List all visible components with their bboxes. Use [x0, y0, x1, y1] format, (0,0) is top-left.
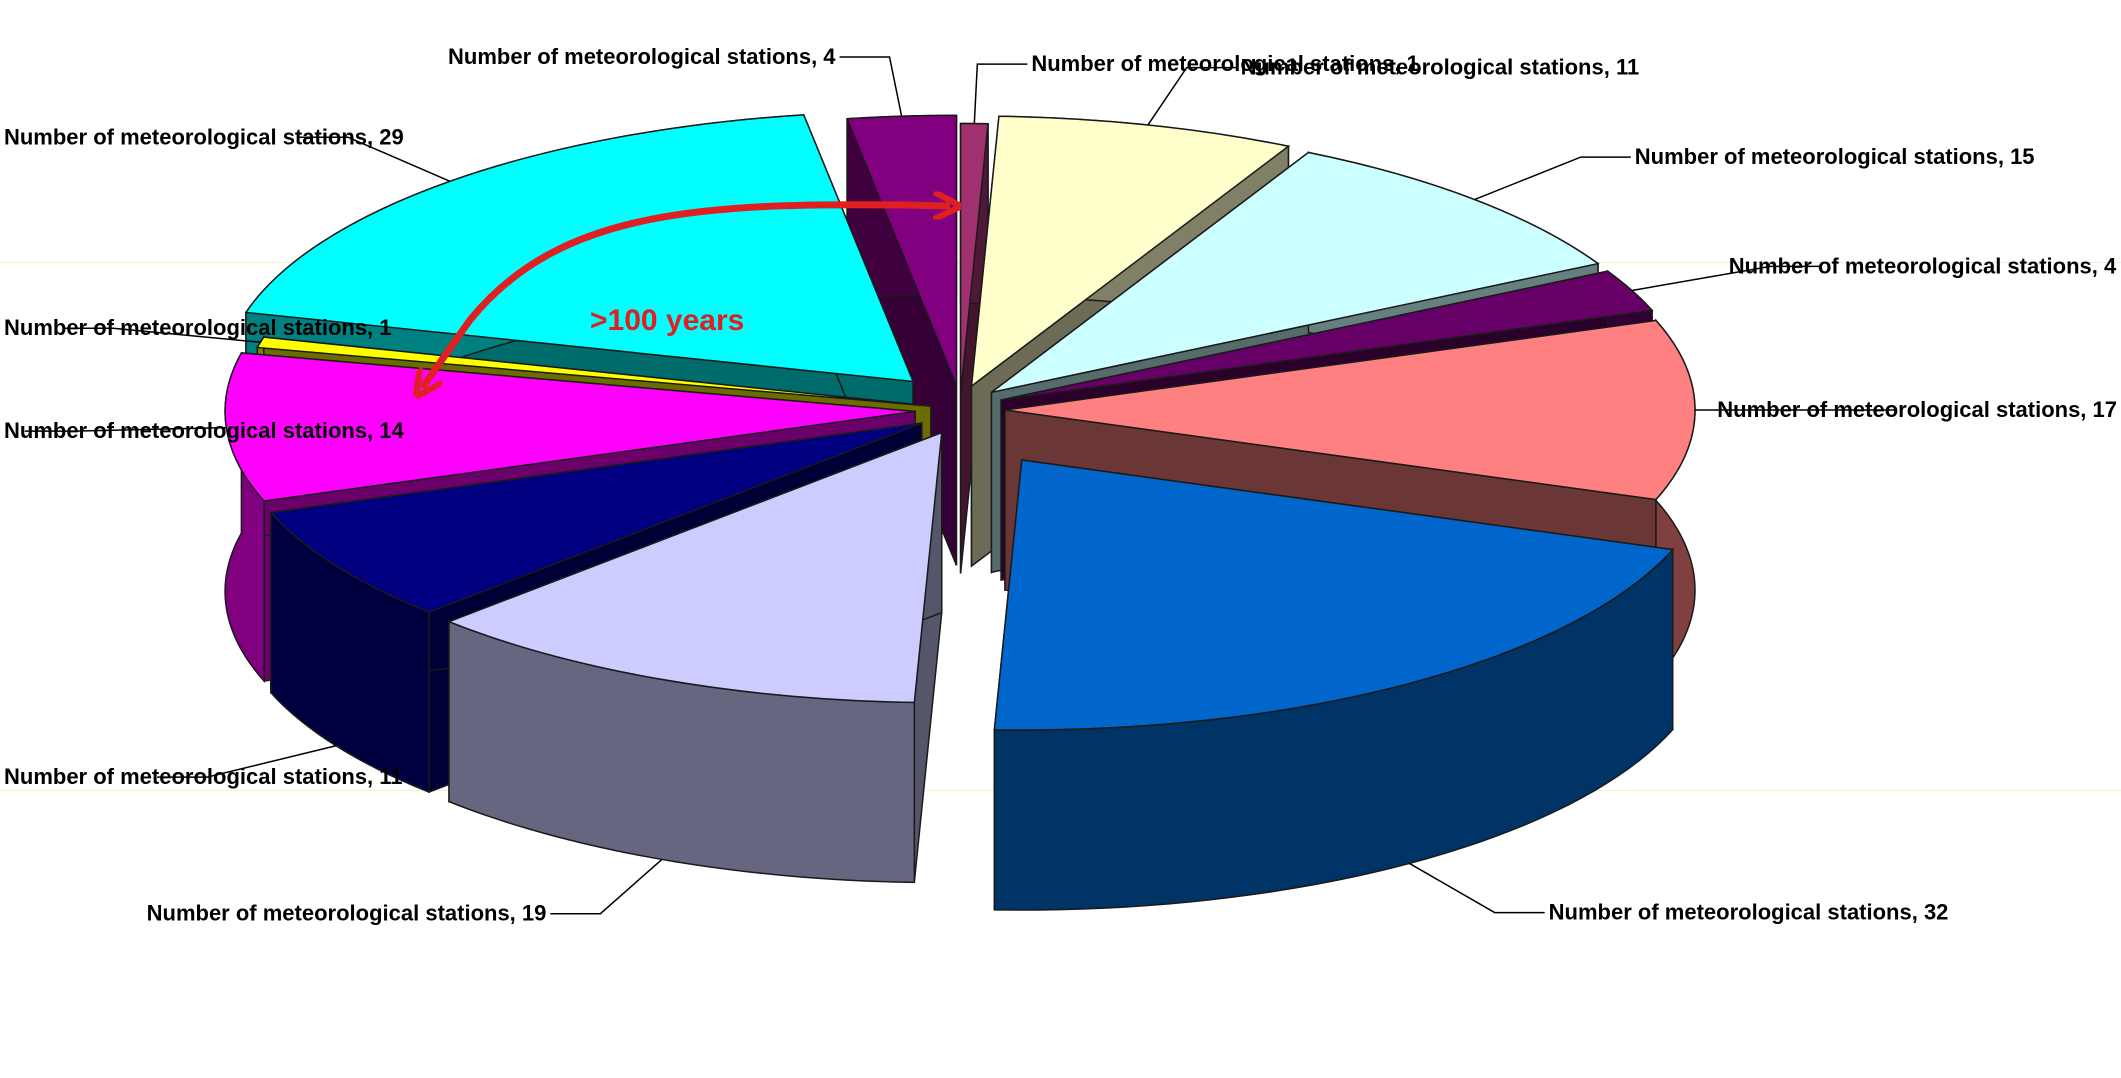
pie-slice-1: [959, 122, 989, 574]
slice-label-10: Number of meteorological stations, 1: [4, 315, 392, 340]
slice-top-face: [993, 459, 1675, 731]
leader-line-8: [157, 745, 337, 778]
leader-line-10: [62, 327, 261, 344]
slice-label-9: Number of meteorological stations, 14: [4, 418, 405, 443]
pie-slice-6: [993, 459, 1675, 911]
slice-top-face: [991, 151, 1600, 394]
slice-label-11: Number of meteorological stations, 29: [4, 124, 404, 149]
leader-line-3: [1474, 156, 1631, 201]
leader-line-4: [1631, 265, 1821, 292]
leader-line-6: [1409, 862, 1545, 914]
leader-line-11: [298, 136, 451, 182]
annotation-arrow: [422, 205, 950, 388]
leader-line-12: [839, 56, 903, 117]
slice-label-8: Number of meteorological stations, 11: [4, 764, 403, 789]
leader-lines: [24, 56, 1897, 915]
pie-slices: [224, 114, 1696, 911]
slice-label-1: Number of meteorological stations, 1: [1031, 51, 1419, 76]
slice-top-face: [959, 122, 989, 394]
slice-top-face: [269, 422, 923, 613]
slice-label-2: Number of meteorological stations, 11: [1241, 55, 1640, 80]
slice-labels: Number of meteorological stations, 1Numb…: [4, 44, 2117, 926]
slice-label-3: Number of meteorological stations, 15: [1635, 144, 2035, 169]
leader-line-9: [24, 426, 227, 432]
slice-top-face: [446, 431, 943, 704]
leader-line-1: [973, 63, 1028, 124]
pie-slice-7: [446, 431, 943, 884]
leader-line-2: [1147, 66, 1237, 126]
slice-label-6: Number of meteorological stations, 32: [1549, 900, 1949, 925]
slice-label-5: Number of meteorological stations, 17: [1717, 397, 2117, 422]
leader-line-7: [550, 858, 663, 915]
slice-label-7: Number of meteorological stations, 19: [147, 901, 547, 926]
slice-label-4: Number of meteorological stations, 4: [1729, 253, 2117, 278]
annotation-group: >100 years: [422, 205, 950, 388]
slice-label-12: Number of meteorological stations, 4: [448, 44, 836, 69]
annotation-text: >100 years: [590, 304, 744, 337]
